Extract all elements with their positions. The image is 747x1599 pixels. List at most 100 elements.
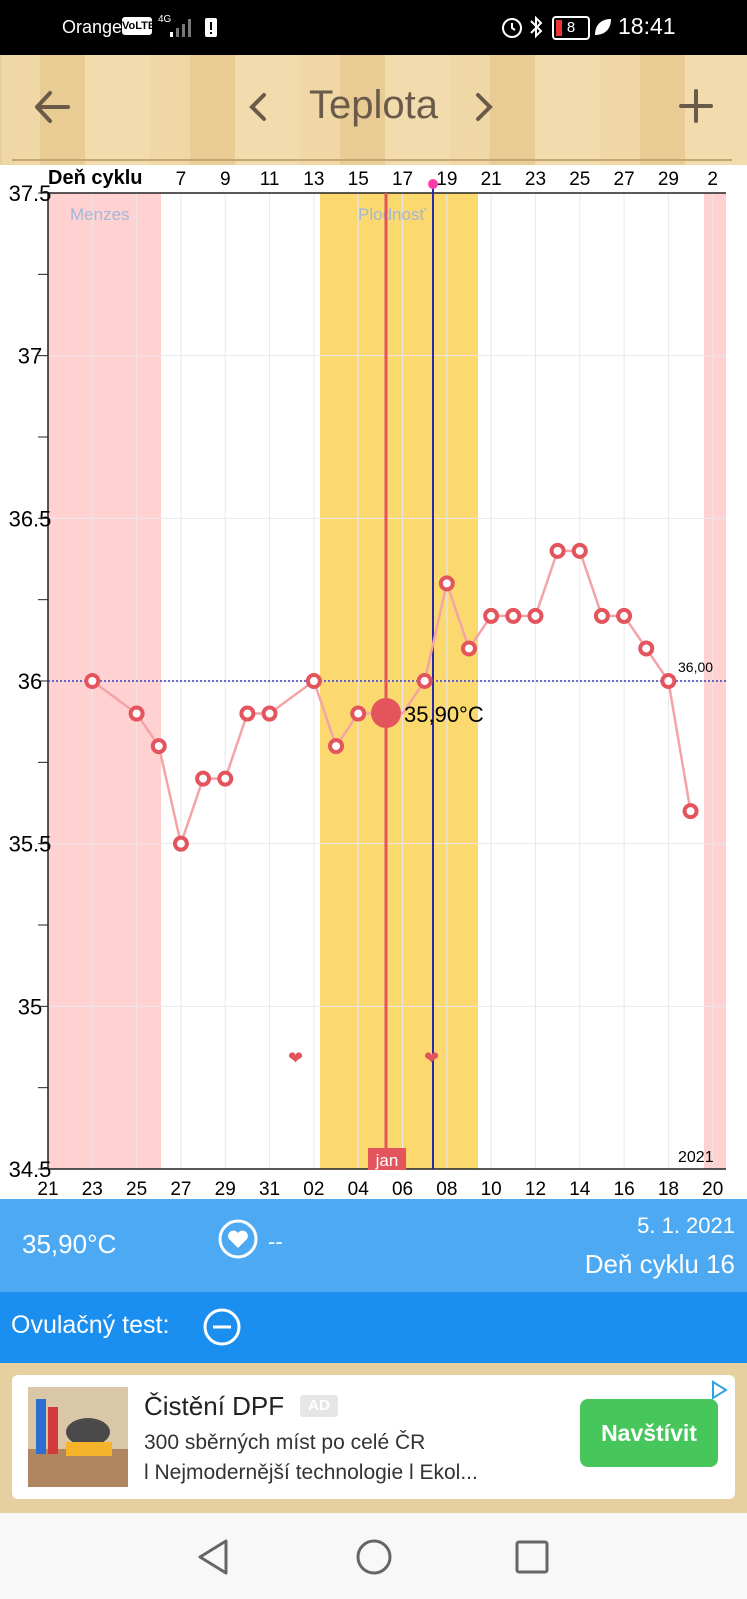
heart-icon: ❤ [424,1048,439,1068]
series-segment [91,679,138,715]
month-badge [368,1148,406,1170]
cycle-day-title: Deň cyklu [48,167,142,189]
heart-value: -- [268,1229,283,1254]
battery-level: 8 [566,19,576,36]
data-point [305,673,322,689]
data-point [150,738,167,755]
heart-icon: ❤ [288,1048,303,1068]
carrier-label: Orange [62,17,123,37]
today-marker [428,179,438,189]
clock: 18:41 [618,13,676,39]
data-point [172,835,189,852]
date-tick: 04 [348,1179,370,1200]
volte-badge: VoLTE [122,17,155,35]
selected-date: 5. 1. 2021 [637,1213,735,1238]
cycle-day-tick: 19 [436,169,457,190]
ad-badge: AD [300,1395,338,1417]
chevron-left-icon[interactable] [246,91,270,123]
cycle-day-tick: 27 [614,169,635,190]
cycle-day-axis: 7 9 11 13 15 17 19 21 23 25 27 29 2 [176,169,718,190]
series-segment [445,582,471,649]
data-point [128,705,145,722]
data-point [350,705,367,722]
ovulation-bar[interactable]: Ovulačný test: [0,1292,747,1363]
sim-battery-icon [205,18,217,37]
network-label: 4G [158,14,172,25]
date-tick: 25 [126,1179,147,1200]
heart-circle-icon[interactable] [218,1219,258,1259]
date-tick: 20 [702,1179,723,1200]
date-tick: 27 [170,1179,191,1200]
header-divider [12,159,732,161]
status-bar: Orange VoLTE 4G 8 18:41 [0,0,747,55]
data-point [638,640,655,657]
ad-visit-button[interactable]: Navštívit [580,1399,718,1467]
date-tick: 06 [392,1179,413,1200]
nav-back-icon[interactable] [196,1537,232,1577]
ad-zone: Čistění DPF AD 300 sběrných míst po celé… [0,1363,747,1513]
plus-icon[interactable] [678,88,714,124]
data-point [328,738,345,755]
date-tick: 18 [658,1179,679,1200]
series-segment [312,680,338,747]
data-point [438,575,455,592]
ad-line-2: l Nejmodernější technologie l Ekol... [144,1461,478,1484]
data-point [660,673,677,689]
cycle-day-tick: 2 [707,169,718,190]
date-tick: 21 [37,1179,58,1200]
app-header: Teplota [0,55,747,165]
nav-home-icon[interactable] [354,1537,394,1577]
ad-line-1: 300 sběrných míst po celé ČR [144,1431,426,1454]
selected-point[interactable] [371,698,401,728]
nav-recents-icon[interactable] [514,1539,550,1575]
cycle-day-tick: 29 [658,169,679,190]
chevron-right-icon[interactable] [472,91,496,123]
month-label: jan [375,1151,399,1170]
ad-title: Čistění DPF [144,1391,285,1421]
data-point [84,673,101,689]
page-title: Teplota [309,83,438,127]
date-tick: 10 [481,1179,502,1200]
temperature-chart[interactable]: 37.5 37 36.5 36 35.5 35 34.5 7 9 11 13 15 17 19 21 23 2… [0,165,747,1200]
series-segment [534,550,559,617]
data-point [217,770,234,787]
back-arrow-icon[interactable] [32,87,72,127]
cycle-day-tick: 15 [348,169,369,190]
fertility-label: Plodnosť [358,205,426,224]
cycle-day-tick: 11 [260,169,280,190]
cycle-day-tick: 7 [176,169,187,190]
data-point [616,607,633,624]
minus-circle-icon[interactable] [202,1307,242,1347]
ovulation-label: Ovulačný test: [11,1311,170,1339]
leaf-icon [595,19,611,35]
alarm-icon [502,18,522,38]
battery-icon: 8 [552,16,590,40]
temperature-series [84,542,699,852]
date-axis: 21 23 25 27 29 31 02 04 06 08 10 12 14 16 18 20 [37,1179,723,1200]
cycle-day-tick: 25 [569,169,590,190]
date-tick: 29 [215,1179,236,1200]
cycle-day-tick: 17 [392,169,413,190]
cycle-day-label: Deň cyklu 16 [584,1249,735,1279]
data-point [505,607,522,624]
ad-card[interactable]: Čistění DPF AD 300 sběrných míst po celé… [12,1375,735,1499]
adchoices-icon[interactable] [708,1379,730,1401]
day-info-bar[interactable]: 35,90°C -- 5. 1. 2021 Deň cyklu 16 [0,1199,747,1292]
data-point [261,705,278,722]
data-point [593,607,610,624]
bluetooth-icon [530,15,543,39]
date-tick: 02 [303,1179,324,1200]
date-tick: 08 [436,1179,457,1200]
system-nav-bar [0,1513,747,1599]
series-segment [667,680,692,812]
cycle-day-tick: 21 [481,169,502,190]
data-point [460,640,477,657]
ad-image [28,1387,128,1487]
data-point [682,803,699,820]
cycle-day-tick: 23 [525,169,546,190]
cycle-day-tick: 13 [303,169,324,190]
data-point [571,542,588,559]
selected-value-label: 35,90°C [404,702,484,727]
data-point [527,607,544,624]
